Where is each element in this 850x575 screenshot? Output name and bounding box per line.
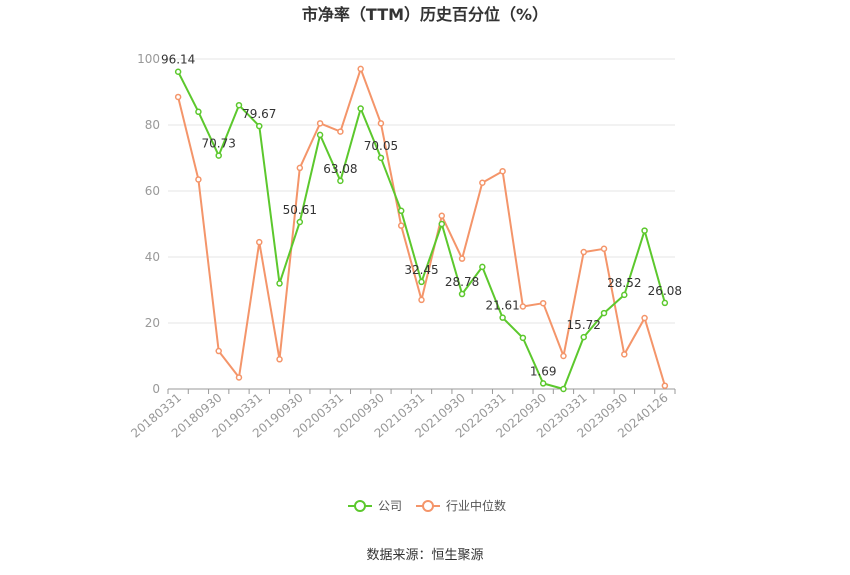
y-axis: 0 20 40 60 80 100 [137, 52, 160, 396]
data-label: 96.14 [161, 53, 195, 67]
data-label: 28.52 [607, 276, 641, 290]
data-point [539, 299, 547, 307]
data-point [661, 382, 669, 389]
data-label: 15.72 [567, 318, 601, 332]
y-tick-label: 80 [145, 118, 160, 132]
x-axis: 2018033120180930201903312019093020200331… [128, 388, 676, 441]
data-point [499, 314, 506, 321]
data-point [661, 299, 669, 307]
data-point [296, 218, 304, 226]
data-point [337, 177, 344, 185]
data-point [337, 128, 344, 135]
data-point [195, 176, 202, 183]
data-point [377, 154, 385, 162]
data-label: 32.45 [404, 263, 438, 277]
data-label: 79.67 [242, 107, 276, 121]
legend-swatch-marker [354, 500, 366, 512]
data-point [600, 245, 608, 252]
y-tick-label: 0 [152, 382, 160, 396]
data-point [560, 385, 567, 393]
data-point [479, 179, 486, 186]
data-point [276, 280, 283, 287]
data-point [296, 164, 304, 172]
data-label: 21.61 [485, 299, 519, 313]
data-point [397, 222, 405, 229]
data-label: 28.78 [445, 275, 479, 289]
data-point [215, 152, 222, 159]
data-point [438, 220, 446, 228]
source-note: 数据来源：恒生聚源 [366, 548, 483, 563]
data-point [174, 68, 182, 75]
series-layer [174, 65, 669, 393]
legend[interactable]: 公司 行业中位数 [348, 498, 506, 513]
data-point [235, 374, 243, 381]
data-point [580, 248, 587, 256]
y-tick-label: 40 [145, 250, 160, 264]
data-point [215, 347, 222, 355]
data-point [621, 291, 628, 299]
data-point [256, 122, 263, 130]
data-point [641, 314, 648, 322]
data-label: 1.69 [530, 364, 557, 378]
data-label: 63.08 [323, 162, 357, 176]
grid [168, 58, 675, 324]
data-point [458, 290, 466, 298]
data-point [195, 108, 202, 116]
data-point [316, 131, 324, 139]
data-point [256, 238, 263, 246]
data-label: 70.73 [202, 137, 236, 151]
data-point [479, 263, 486, 271]
data-label: 26.08 [648, 284, 682, 298]
data-point [499, 167, 506, 175]
data-point [357, 65, 364, 73]
legend-swatch-marker [422, 500, 434, 512]
data-point [621, 351, 628, 358]
data-point [418, 278, 425, 286]
data-point [174, 93, 182, 101]
data-point [539, 380, 547, 387]
data-point [235, 101, 243, 109]
data-point [519, 334, 527, 342]
data-point [357, 105, 364, 112]
data-point [397, 207, 405, 215]
data-label: 50.61 [283, 203, 317, 217]
y-tick-label: 20 [145, 316, 160, 330]
data-point [418, 296, 425, 304]
data-point [600, 309, 608, 317]
chart-title: 市净率（TTM）历史百分位（%） [302, 5, 548, 24]
data-point [560, 352, 567, 360]
legend-label: 行业中位数 [446, 498, 506, 513]
data-point [580, 333, 587, 341]
data-labels: 96.14 70.73 79.67 50.61 63.08 70.05 32.45 28.78… [161, 53, 682, 379]
data-point [519, 303, 527, 310]
data-label: 70.05 [364, 139, 398, 153]
data-point [438, 212, 446, 219]
y-tick-label: 100 [137, 52, 160, 66]
legend-label: 公司 [378, 499, 402, 513]
data-point [316, 120, 324, 127]
y-tick-label: 60 [145, 184, 160, 198]
data-point [641, 227, 648, 234]
data-point [377, 120, 385, 127]
data-point [458, 255, 466, 262]
data-point [276, 356, 283, 363]
